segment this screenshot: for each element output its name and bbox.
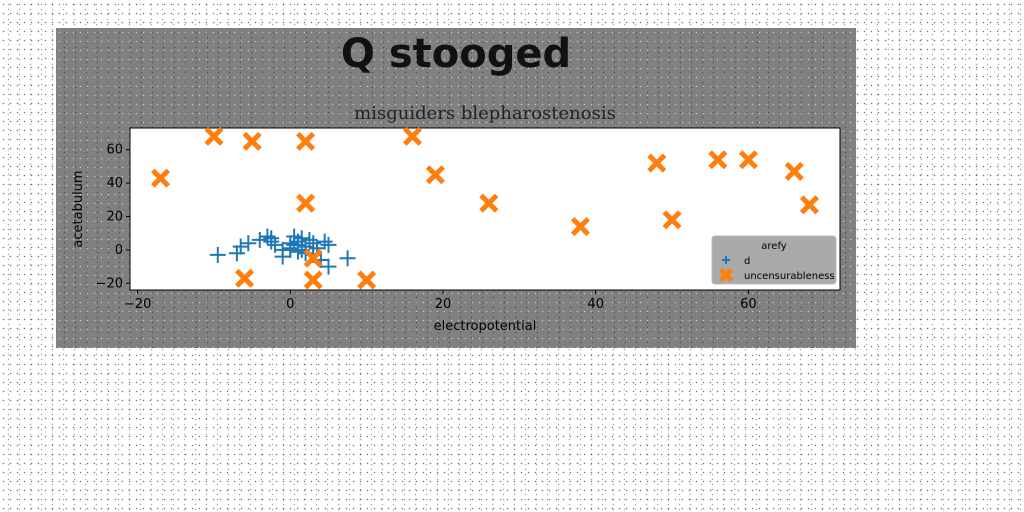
legend-label-uncensurableness: uncensurableness xyxy=(744,271,835,282)
data-point-d xyxy=(339,250,356,267)
data-point-d xyxy=(251,231,268,248)
legend-entry-uncensurableness: uncensurableness xyxy=(718,267,835,283)
y-tick-label: 0 xyxy=(115,243,123,258)
data-point-uncensurableness xyxy=(296,131,316,151)
data-point-uncensurableness xyxy=(204,126,224,146)
data-point-uncensurableness xyxy=(303,270,323,290)
legend-label-d: d xyxy=(744,256,750,267)
y-tick-label: 40 xyxy=(106,176,123,191)
chart: Q stooged misguiders blepharostenosis −2… xyxy=(71,31,841,334)
data-point-d xyxy=(209,246,226,263)
data-point-uncensurableness xyxy=(296,193,316,213)
data-point-d xyxy=(320,258,337,275)
legend-title: arefy xyxy=(761,241,787,252)
data-marks xyxy=(151,126,819,290)
data-point-d xyxy=(263,230,280,247)
legend-marker-uncensurableness xyxy=(718,267,734,283)
figure: Q stooged misguiders blepharostenosis −2… xyxy=(56,28,856,348)
chart-title: misguiders blepharostenosis xyxy=(354,103,616,124)
data-point-d xyxy=(282,241,299,258)
data-point-uncensurableness xyxy=(570,217,590,237)
data-point-d xyxy=(316,233,333,250)
data-point-d xyxy=(286,228,303,245)
data-point-uncensurableness xyxy=(242,131,262,151)
data-point-d xyxy=(274,248,291,265)
data-point-uncensurableness xyxy=(647,153,667,173)
data-point-uncensurableness xyxy=(708,150,728,170)
x-tick-label: 20 xyxy=(435,297,452,312)
x-tick-label: 40 xyxy=(587,297,604,312)
data-point-d xyxy=(228,245,245,262)
legend-box xyxy=(711,235,837,285)
data-point-uncensurableness xyxy=(738,150,758,170)
data-point-uncensurableness xyxy=(799,195,819,215)
data-point-uncensurableness xyxy=(402,126,423,146)
data-point-uncensurableness xyxy=(303,248,323,268)
y-tick-label: −20 xyxy=(96,276,123,291)
data-point-uncensurableness xyxy=(151,168,171,188)
y-tick-label: 20 xyxy=(106,210,123,225)
legend-marker-d xyxy=(722,256,730,264)
data-point-uncensurableness xyxy=(425,165,445,185)
legend-entry-d: d xyxy=(722,256,750,267)
chart-suptitle: Q stooged xyxy=(341,31,571,77)
data-point-d xyxy=(232,238,249,255)
data-point-uncensurableness xyxy=(234,268,255,288)
legend: arefy d uncensurableness xyxy=(711,235,837,285)
x-axis: −20 0 20 40 60 xyxy=(124,290,757,312)
data-point-d xyxy=(240,235,257,252)
y-axis: −20 0 20 40 60 xyxy=(96,143,130,291)
data-point-d xyxy=(320,236,337,253)
x-tick-label: −20 xyxy=(124,297,151,312)
x-tick-label: 0 xyxy=(286,297,294,312)
data-point-uncensurableness xyxy=(357,270,377,290)
x-tick-label: 60 xyxy=(740,297,757,312)
data-point-uncensurableness xyxy=(479,193,499,213)
x-axis-label: electropotential xyxy=(434,319,537,334)
y-axis-label: acetabulum xyxy=(71,170,86,247)
data-point-d xyxy=(301,231,318,248)
data-point-uncensurableness xyxy=(662,210,682,230)
y-tick-label: 60 xyxy=(106,143,123,158)
data-point-uncensurableness xyxy=(784,161,804,181)
